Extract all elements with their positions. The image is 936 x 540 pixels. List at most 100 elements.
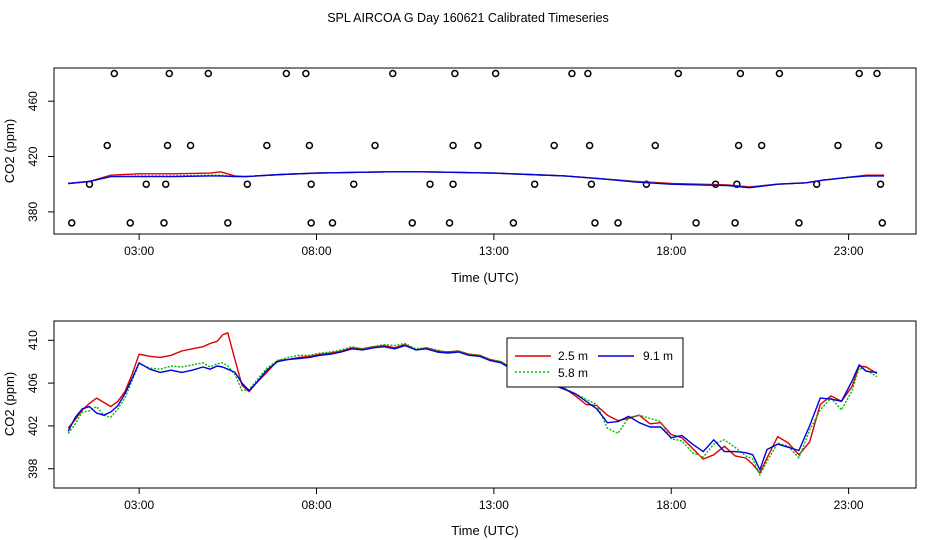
valve-flag-point bbox=[530, 180, 539, 188]
valve-flag-point bbox=[126, 219, 135, 227]
valve-flag-point bbox=[349, 180, 358, 188]
valve-flag-point bbox=[186, 141, 195, 150]
valve-flag-point bbox=[110, 69, 119, 78]
upper-y-axis-label: CO2 (ppm) bbox=[2, 119, 17, 183]
upper-x-axis: 03:00 08:00 13:00 18:00 23:00 bbox=[124, 234, 864, 258]
valve-flag-point bbox=[731, 219, 739, 227]
valve-flag-point bbox=[795, 219, 803, 227]
x-tick-label: 03:00 bbox=[124, 498, 154, 512]
legend: 2.5 m 9.1 m 5.8 m bbox=[506, 337, 684, 388]
x-tick-label: 03:00 bbox=[124, 244, 154, 258]
lower-x-axis-label: Time (UTC) bbox=[451, 523, 518, 538]
x-tick-label: 23:00 bbox=[834, 244, 864, 258]
x-tick-label: 18:00 bbox=[656, 498, 686, 512]
valve-flag-point bbox=[855, 69, 863, 78]
x-tick-label: 23:00 bbox=[834, 498, 864, 512]
x-tick-label: 18:00 bbox=[656, 244, 686, 258]
valve-flag-point bbox=[651, 141, 660, 150]
valve-flag-point bbox=[282, 69, 291, 78]
valve-flag-point bbox=[161, 180, 170, 188]
valve-flag-point bbox=[491, 69, 500, 78]
valve-flag-point bbox=[834, 141, 842, 150]
valve-flag-point bbox=[674, 69, 683, 78]
valve-flag-point bbox=[775, 69, 784, 78]
valve-flag-point bbox=[591, 219, 599, 227]
series-line-2-5m bbox=[68, 171, 885, 188]
valve-flag-point bbox=[875, 141, 883, 150]
valve-flag-point bbox=[307, 219, 315, 227]
x-tick-label: 13:00 bbox=[479, 244, 509, 258]
valve-flag-point bbox=[67, 219, 76, 227]
lower-plot-frame bbox=[53, 320, 917, 489]
valve-flag-point bbox=[568, 69, 576, 78]
upper-panel: 03:00 08:00 13:00 18:00 23:00 380 420 460 Time… bbox=[2, 67, 917, 285]
valve-flag-point bbox=[328, 219, 337, 227]
valve-flag-point bbox=[263, 141, 271, 150]
upper-y-axis: 380 420 460 bbox=[26, 91, 54, 222]
valve-flag-point bbox=[757, 141, 766, 150]
series-line-2-5m bbox=[67, 332, 878, 474]
chart-title: SPL AIRCOA G Day 160621 Calibrated Times… bbox=[327, 11, 609, 25]
valve-flag-point bbox=[224, 219, 232, 227]
y-tick-label: 402 bbox=[26, 416, 40, 436]
valve-flag-point bbox=[305, 141, 314, 150]
valve-flag-point bbox=[142, 180, 150, 188]
valve-flag-point bbox=[163, 141, 172, 150]
valve-flag-point bbox=[243, 180, 252, 188]
y-tick-label: 410 bbox=[26, 330, 40, 350]
valve-flag-point bbox=[449, 141, 457, 150]
valve-flag-point bbox=[509, 219, 518, 227]
valve-flag-point bbox=[878, 219, 887, 227]
x-tick-label: 13:00 bbox=[479, 498, 509, 512]
upper-x-axis-label: Time (UTC) bbox=[451, 270, 518, 285]
lower-series-lines bbox=[67, 332, 878, 476]
valve-flag-point bbox=[733, 180, 741, 188]
valve-flag-point bbox=[451, 69, 459, 78]
y-tick-label: 460 bbox=[26, 91, 40, 111]
valve-flag-point bbox=[371, 141, 379, 150]
legend-box bbox=[506, 337, 684, 388]
y-tick-label: 380 bbox=[26, 202, 40, 222]
valve-flag-point bbox=[307, 180, 315, 188]
valve-flag-point bbox=[873, 69, 881, 78]
valve-flag-point bbox=[584, 69, 592, 78]
valve-flag-point bbox=[734, 141, 743, 150]
y-tick-label: 398 bbox=[26, 458, 40, 478]
valve-flag-point bbox=[587, 180, 596, 188]
lower-y-axis-label: CO2 (ppm) bbox=[2, 372, 17, 436]
valve-flag-point bbox=[165, 69, 174, 78]
valve-flag-point bbox=[204, 69, 213, 78]
series-line-5-8m bbox=[67, 342, 878, 476]
valve-flag-point bbox=[445, 219, 454, 227]
x-tick-label: 08:00 bbox=[301, 244, 331, 258]
valve-flag-point bbox=[876, 180, 885, 188]
valve-flag-point bbox=[642, 180, 651, 188]
valve-flag-point bbox=[426, 180, 434, 188]
lower-y-axis: 398 402 406 410 bbox=[26, 330, 54, 479]
x-tick-label: 08:00 bbox=[301, 498, 331, 512]
y-tick-label: 420 bbox=[26, 146, 40, 166]
valve-flag-point bbox=[585, 141, 594, 150]
upper-series-lines bbox=[68, 171, 885, 189]
valve-flag-point bbox=[103, 141, 111, 150]
valve-flag-point bbox=[614, 219, 622, 227]
legend-label-9-1m: 9.1 m bbox=[643, 349, 673, 363]
legend-label-5-8m: 5.8 m bbox=[558, 366, 588, 380]
valve-flag-point bbox=[302, 69, 310, 78]
valve-flag-point bbox=[449, 180, 457, 188]
series-line-9-1m bbox=[67, 344, 878, 471]
valve-flag-point bbox=[474, 141, 482, 150]
upper-plot-frame bbox=[53, 67, 917, 235]
upper-valve-flag-markers bbox=[67, 69, 887, 227]
valve-flag-point bbox=[736, 69, 745, 78]
valve-flag-point bbox=[408, 219, 417, 227]
valve-flag-point bbox=[160, 219, 168, 227]
valve-flag-point bbox=[389, 69, 397, 78]
y-tick-label: 406 bbox=[26, 373, 40, 393]
lower-x-axis: 03:00 08:00 13:00 18:00 23:00 bbox=[124, 488, 864, 512]
valve-flag-point bbox=[550, 141, 558, 150]
series-line-9-1m bbox=[68, 171, 885, 189]
legend-label-2-5m: 2.5 m bbox=[558, 349, 588, 363]
lower-panel: 03:00 08:00 13:00 18:00 23:00 398 402 406 410 T… bbox=[2, 320, 917, 538]
